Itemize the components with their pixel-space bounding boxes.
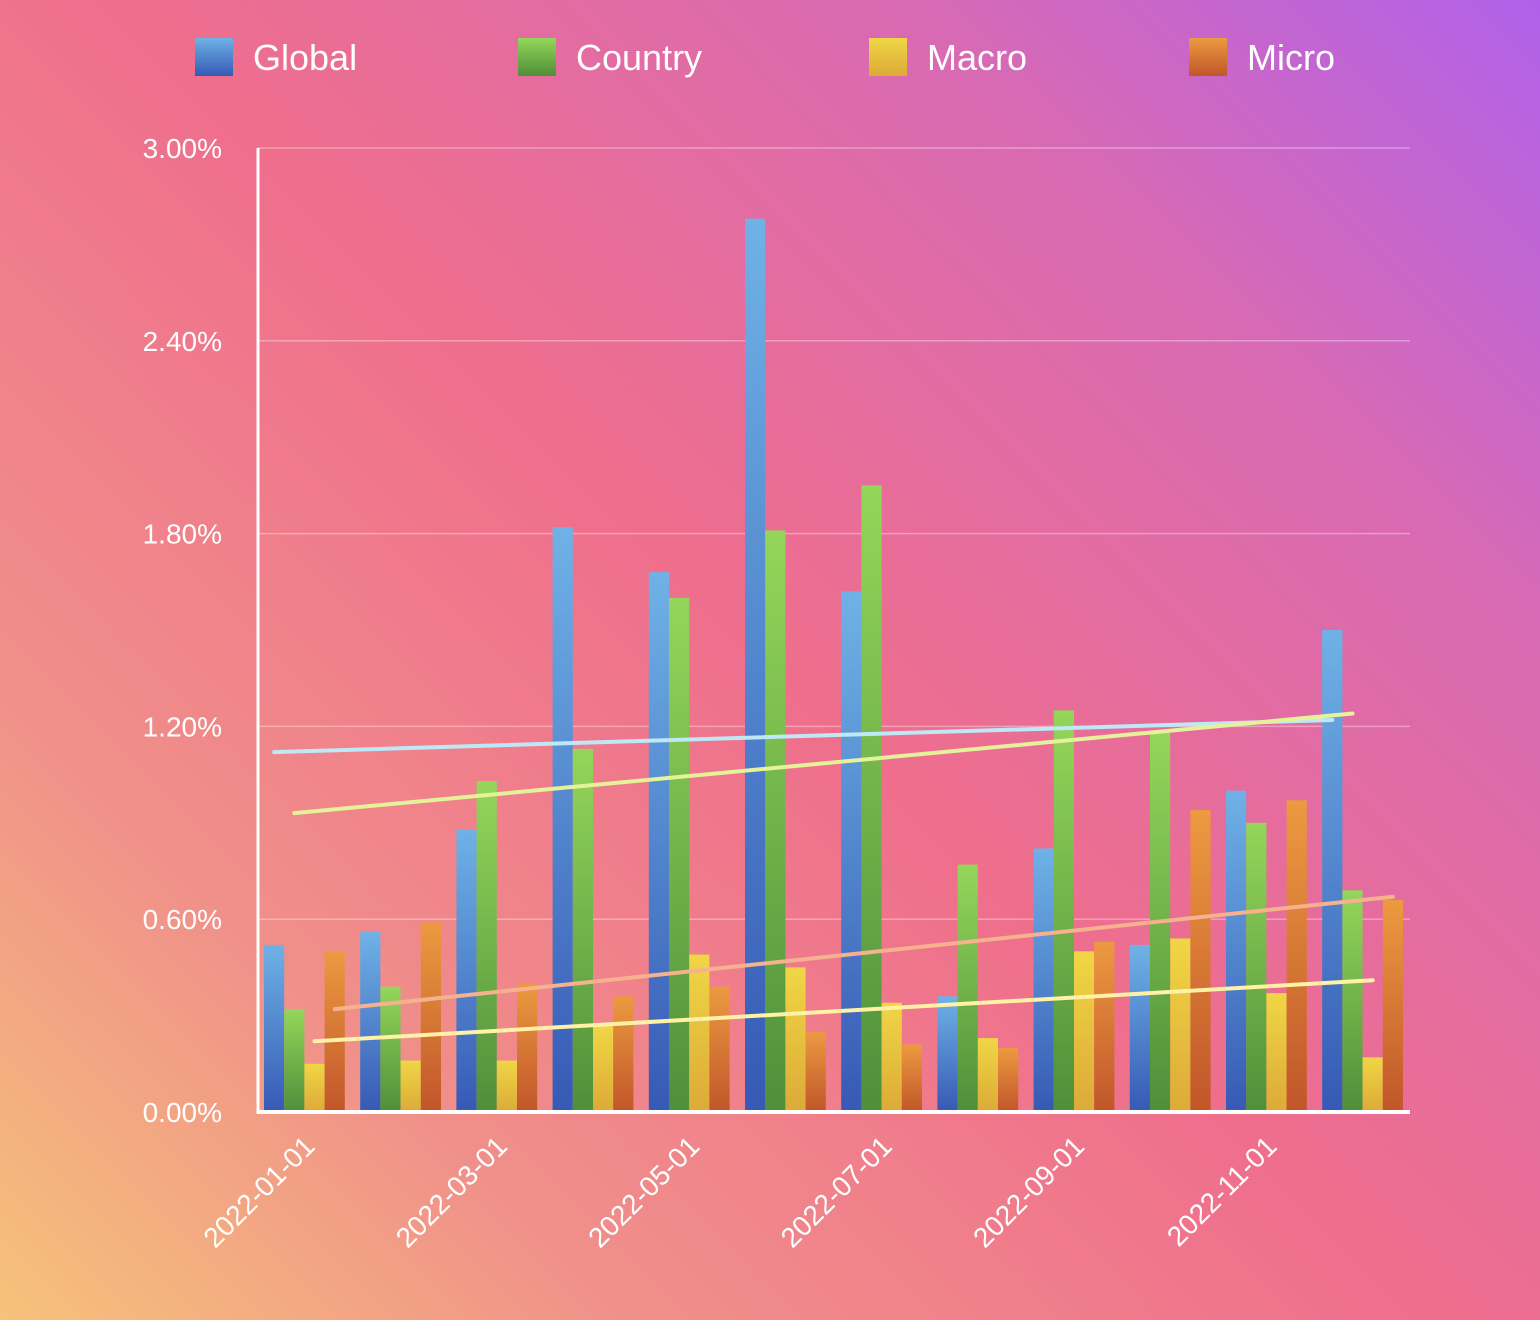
y-tick-label: 2.40% bbox=[143, 326, 222, 357]
trend-lines bbox=[272, 711, 1395, 1044]
bar-macro-2022-12-01 bbox=[1362, 1057, 1383, 1112]
bar-micro-2022-02-01 bbox=[420, 922, 441, 1112]
bar-global-2022-05-01 bbox=[648, 572, 669, 1112]
y-tick-label: 0.60% bbox=[143, 904, 222, 935]
x-tick-label: 2022-03-01 bbox=[390, 1130, 513, 1253]
bar-micro-2022-04-01 bbox=[613, 996, 634, 1112]
bar-country-2022-11-01 bbox=[1246, 822, 1267, 1112]
legend-label-micro: Micro bbox=[1247, 37, 1335, 78]
legend-swatch-macro bbox=[869, 38, 907, 76]
x-tick-label: 2022-07-01 bbox=[775, 1130, 898, 1253]
bar-country-2022-12-01 bbox=[1342, 890, 1363, 1112]
x-tick-label: 2022-09-01 bbox=[967, 1130, 1090, 1253]
y-tick-label: 1.20% bbox=[143, 711, 222, 742]
bar-global-2022-11-01 bbox=[1226, 790, 1247, 1112]
legend-swatch-country bbox=[518, 38, 556, 76]
bar-macro-2022-07-01 bbox=[881, 1002, 902, 1112]
legend-swatch-micro bbox=[1189, 38, 1227, 76]
trend-line-micro bbox=[332, 894, 1395, 1012]
axes bbox=[256, 148, 1410, 1114]
bar-global-2022-08-01 bbox=[937, 996, 958, 1112]
bar-micro-2022-09-01 bbox=[1094, 941, 1115, 1112]
bar-micro-2022-10-01 bbox=[1190, 809, 1211, 1112]
bar-global-2022-03-01 bbox=[456, 829, 477, 1112]
legend-label-global: Global bbox=[253, 37, 357, 78]
trend-line-country bbox=[292, 711, 1355, 816]
bar-macro-2022-02-01 bbox=[400, 1060, 421, 1112]
bar-global-2022-06-01 bbox=[745, 218, 766, 1112]
bar-global-2022-07-01 bbox=[841, 591, 862, 1112]
bar-country-2022-02-01 bbox=[380, 986, 401, 1112]
bar-micro-2022-05-01 bbox=[709, 986, 730, 1112]
x-tick-label: 2022-11-01 bbox=[1161, 1130, 1283, 1252]
bar-country-2022-04-01 bbox=[572, 748, 593, 1112]
bar-global-2022-02-01 bbox=[360, 932, 381, 1112]
bar-micro-2022-12-01 bbox=[1382, 899, 1403, 1112]
bar-country-2022-05-01 bbox=[669, 597, 690, 1112]
bar-macro-2022-01-01 bbox=[304, 1063, 325, 1112]
bar-macro-2022-10-01 bbox=[1170, 938, 1191, 1112]
trend-line-global bbox=[272, 717, 1335, 755]
trend-line-macro bbox=[312, 978, 1375, 1044]
x-tick-label: 2022-01-01 bbox=[197, 1130, 320, 1253]
bar-micro-2022-07-01 bbox=[901, 1044, 922, 1112]
bar-global-2022-04-01 bbox=[552, 527, 573, 1112]
y-tick-label: 1.80% bbox=[143, 519, 222, 550]
legend: Global Country Macro Micro bbox=[195, 37, 1335, 78]
legend-label-country: Country bbox=[576, 37, 702, 78]
legend-swatch-global bbox=[195, 38, 233, 76]
bar-macro-2022-08-01 bbox=[977, 1038, 998, 1112]
bar-global-2022-01-01 bbox=[264, 944, 285, 1112]
bar-macro-2022-05-01 bbox=[689, 954, 710, 1112]
bar-country-2022-06-01 bbox=[765, 530, 786, 1112]
bar-micro-2022-11-01 bbox=[1286, 800, 1307, 1112]
bar-micro-2022-08-01 bbox=[998, 1047, 1019, 1112]
bar-country-2022-01-01 bbox=[284, 1009, 305, 1112]
bar-macro-2022-11-01 bbox=[1266, 993, 1287, 1112]
x-axis-ticks: 2022-01-01 2022-03-01 2022-05-01 2022-07-01… bbox=[197, 1130, 1282, 1253]
x-tick-label: 2022-05-01 bbox=[582, 1130, 705, 1253]
bar-macro-2022-09-01 bbox=[1074, 951, 1095, 1112]
bar-global-2022-09-01 bbox=[1033, 848, 1054, 1112]
bar-global-2022-12-01 bbox=[1322, 630, 1343, 1112]
bar-country-2022-08-01 bbox=[957, 864, 978, 1112]
bar-micro-2022-01-01 bbox=[324, 951, 345, 1112]
y-axis-ticks: 0.00% 0.60% 1.20% 1.80% 2.40% 3.00% bbox=[143, 133, 222, 1128]
bar-macro-2022-03-01 bbox=[496, 1060, 517, 1112]
bar-country-2022-09-01 bbox=[1053, 710, 1074, 1112]
bar-global-2022-10-01 bbox=[1129, 944, 1150, 1112]
y-tick-label: 0.00% bbox=[143, 1097, 222, 1128]
bar-country-2022-07-01 bbox=[861, 485, 882, 1112]
bar-macro-2022-04-01 bbox=[593, 1025, 614, 1112]
bar-micro-2022-06-01 bbox=[805, 1031, 826, 1112]
bar-country-2022-03-01 bbox=[476, 781, 497, 1112]
bar-macro-2022-06-01 bbox=[785, 967, 806, 1112]
legend-label-macro: Macro bbox=[927, 37, 1027, 78]
y-tick-label: 3.00% bbox=[143, 133, 222, 164]
bars bbox=[264, 218, 1403, 1112]
bar-micro-2022-03-01 bbox=[517, 983, 538, 1112]
